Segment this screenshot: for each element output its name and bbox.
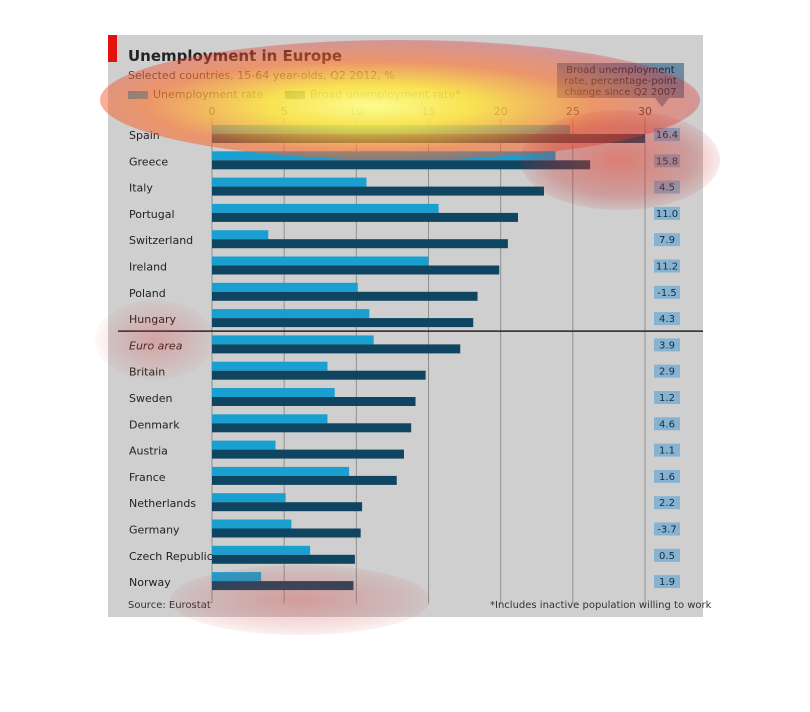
change-value: 4.3 — [659, 314, 675, 325]
x-tick-label: 20 — [494, 105, 508, 118]
category-label: Euro area — [129, 339, 183, 352]
change-value: 2.9 — [659, 367, 675, 378]
bar-broad-unemployment — [212, 265, 500, 275]
bar-broad-unemployment — [212, 475, 397, 485]
change-value: -1.5 — [657, 288, 677, 299]
bar-broad-unemployment — [212, 186, 544, 196]
change-value: 4.6 — [659, 419, 675, 430]
change-value: 0.5 — [659, 551, 675, 562]
x-tick-label: 15 — [422, 105, 436, 118]
change-box — [654, 259, 680, 273]
change-value: 11.0 — [656, 209, 678, 220]
bar-broad-unemployment — [212, 554, 355, 564]
bar-broad-unemployment — [212, 160, 591, 170]
bar-broad-unemployment — [212, 528, 361, 538]
x-tick-label: 0 — [209, 105, 216, 118]
bar-unemployment — [212, 414, 328, 424]
category-label: Italy — [129, 182, 153, 195]
change-box — [654, 338, 680, 352]
bar-broad-unemployment — [212, 344, 461, 354]
change-value: 1.2 — [659, 393, 675, 404]
bar-broad-unemployment — [212, 291, 478, 301]
bar-unemployment — [212, 388, 335, 397]
change-box — [654, 522, 680, 536]
change-box — [654, 548, 680, 562]
change-value: 4.5 — [659, 183, 675, 194]
change-value: 1.1 — [659, 446, 675, 457]
bar-unemployment — [212, 493, 286, 503]
footnote: *Includes inactive population willing to… — [490, 600, 712, 611]
change-box — [654, 364, 680, 378]
bar-unemployment — [212, 519, 292, 529]
bar-broad-unemployment — [212, 397, 416, 406]
category-label: Switzerland — [129, 234, 193, 247]
bar-unemployment — [212, 440, 276, 450]
change-value: 11.2 — [656, 262, 678, 273]
x-tick-label: 25 — [566, 105, 580, 118]
bar-unemployment — [212, 177, 367, 187]
change-value: -3.7 — [657, 525, 677, 536]
change-value: 15.8 — [656, 156, 678, 167]
category-label: Germany — [129, 524, 180, 537]
change-value: 3.9 — [659, 340, 675, 351]
bar-unemployment — [212, 572, 262, 582]
category-label: Czech Republic — [129, 550, 213, 563]
bar-unemployment — [212, 335, 374, 345]
change-box — [654, 233, 680, 247]
change-box — [654, 575, 680, 589]
change-value: 7.9 — [659, 235, 675, 246]
bar-unemployment — [212, 309, 370, 319]
bar-broad-unemployment — [212, 449, 404, 459]
category-label: Austria — [129, 445, 168, 458]
category-label: Ireland — [129, 261, 167, 274]
category-label: Netherlands — [129, 497, 196, 510]
bar-unemployment — [212, 361, 328, 371]
category-label: France — [129, 471, 166, 484]
change-box — [654, 312, 680, 326]
bar-unemployment — [212, 545, 311, 555]
bar-broad-unemployment — [212, 370, 426, 380]
change-value: 1.9 — [659, 577, 675, 588]
bar-unemployment — [212, 203, 439, 213]
change-box — [654, 285, 680, 299]
bar-broad-unemployment — [212, 239, 508, 249]
bar-unemployment — [212, 282, 358, 292]
category-label: Denmark — [129, 418, 180, 431]
x-tick-label: 10 — [349, 105, 363, 118]
change-box — [654, 206, 680, 220]
change-value: 16.4 — [656, 130, 678, 141]
bar-broad-unemployment — [212, 318, 474, 328]
change-box — [654, 417, 680, 431]
change-box — [654, 391, 680, 404]
bar-broad-unemployment — [212, 502, 363, 512]
bar-unemployment — [212, 151, 556, 161]
x-tick-label: 30 — [638, 105, 652, 118]
bar-broad-unemployment — [212, 212, 518, 222]
change-value: 2.2 — [659, 498, 675, 509]
category-label: Norway — [129, 576, 171, 589]
category-label: Poland — [129, 287, 166, 300]
category-label: Portugal — [129, 208, 175, 221]
change-box — [654, 496, 680, 510]
x-tick-label: 5 — [281, 105, 288, 118]
change-box — [654, 469, 680, 483]
bar-unemployment — [212, 466, 350, 476]
bar-broad-unemployment — [212, 423, 412, 433]
category-label: Hungary — [129, 313, 176, 326]
bar-broad-unemployment — [212, 134, 645, 143]
category-label: Spain — [129, 129, 160, 142]
category-label: Greece — [129, 155, 168, 168]
bar-broad-unemployment — [212, 581, 354, 591]
bar-unemployment — [212, 125, 570, 134]
bar-unemployment — [212, 230, 269, 240]
change-value: 1.6 — [659, 472, 675, 483]
category-label: Sweden — [129, 392, 172, 405]
change-box — [654, 443, 680, 457]
bar-unemployment — [212, 256, 429, 266]
source-note: Source: Eurostat — [128, 600, 211, 611]
category-label: Britain — [129, 366, 165, 379]
